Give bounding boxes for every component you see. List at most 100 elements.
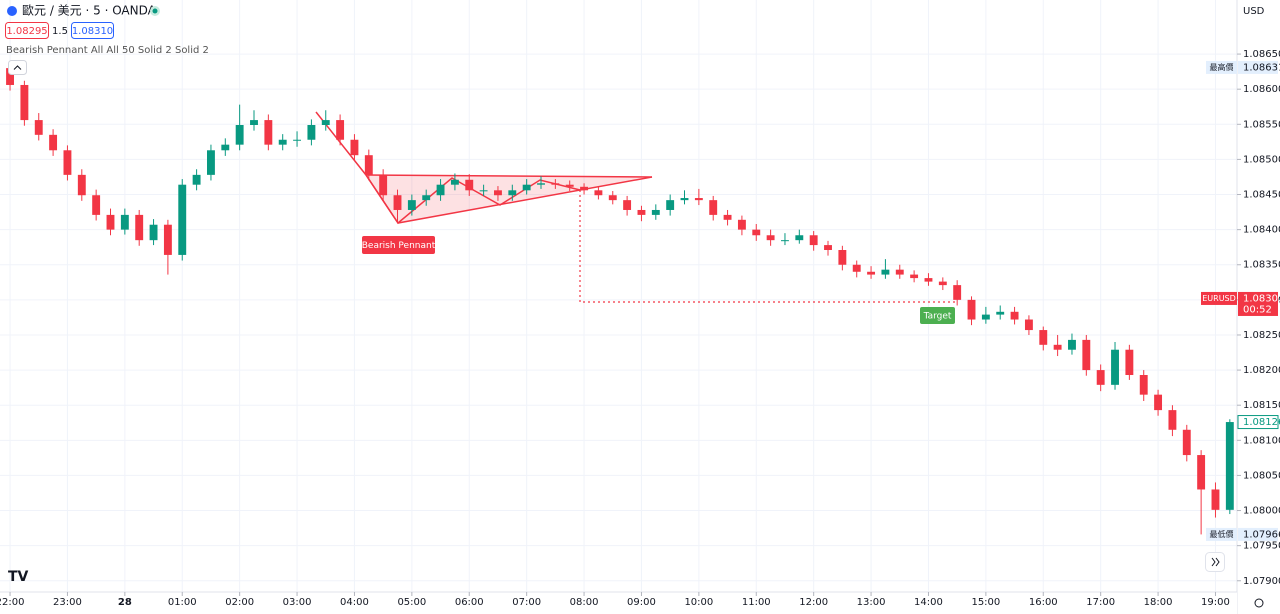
x-tick-label: 17:00 <box>1086 597 1115 608</box>
x-tick-label: 09:00 <box>627 597 656 608</box>
candle-body <box>207 150 215 175</box>
candle-body <box>580 186 589 191</box>
candle-body <box>1154 394 1163 411</box>
candle-body <box>1010 311 1019 320</box>
y-tick-label: 1.08200 <box>1243 365 1280 376</box>
price-label: 1.08126 <box>1243 417 1280 428</box>
candle-body <box>393 195 402 210</box>
y-tick-label: 1.07900 <box>1243 576 1280 587</box>
candle-body <box>235 125 244 145</box>
candle-body <box>264 120 273 145</box>
candle-body <box>422 195 431 201</box>
market-status-dot <box>152 8 158 14</box>
candle-body <box>192 174 201 185</box>
candle-body <box>565 184 574 187</box>
candle-body <box>120 214 129 230</box>
candle-body <box>651 209 660 215</box>
settings-icon[interactable] <box>1254 598 1264 608</box>
y-tick-label: 1.08350 <box>1243 260 1280 271</box>
x-tick-label: 03:00 <box>283 597 312 608</box>
candle-body <box>1197 455 1206 490</box>
candle-body <box>307 125 316 140</box>
candle-body <box>106 214 115 230</box>
candle-body <box>436 184 445 196</box>
y-tick-label: 1.08650 <box>1243 49 1280 60</box>
symbol-icon[interactable] <box>7 6 17 16</box>
collapse-icon <box>13 65 22 70</box>
candle-body <box>379 174 388 196</box>
x-tick-label: 10:00 <box>684 597 713 608</box>
candle-body <box>953 285 962 300</box>
candle-body <box>465 179 474 191</box>
currency[interactable]: USD <box>1243 6 1265 17</box>
candle-body <box>996 311 1005 315</box>
candle-body <box>852 264 861 272</box>
y-tick-label: 1.08400 <box>1243 225 1280 236</box>
candle-body <box>637 209 646 215</box>
candle-body <box>508 190 517 196</box>
candle-body <box>1182 429 1191 456</box>
candle-body <box>149 224 158 241</box>
candle-body <box>92 195 101 215</box>
spread: 1.5 <box>52 26 68 37</box>
candle-body <box>34 120 43 135</box>
y-tick-label: 1.08000 <box>1243 506 1280 517</box>
x-tick-label: 04:00 <box>340 597 369 608</box>
collapse-button[interactable] <box>8 60 27 75</box>
candle-body <box>895 269 904 275</box>
candle-body <box>1024 319 1033 331</box>
candle-body <box>1053 344 1062 350</box>
price-label-countdown: 00:52 <box>1243 304 1272 315</box>
bid[interactable]: 1.08295 <box>6 26 47 37</box>
candle-body <box>407 200 416 210</box>
candle-body <box>752 229 761 236</box>
symbol[interactable]: 歐元 / 美元 · 5 · OANDA <box>22 3 157 18</box>
buy-button[interactable] <box>71 22 114 39</box>
x-tick-label: 06:00 <box>455 597 484 608</box>
logo[interactable]: TV <box>8 569 29 585</box>
x-tick-label: 08:00 <box>570 597 599 608</box>
x-tick-label: 13:00 <box>857 597 886 608</box>
price-label-box <box>1238 60 1278 74</box>
x-tick-label: 12:00 <box>799 597 828 608</box>
candle-body <box>364 155 373 175</box>
candle-body <box>20 84 29 121</box>
scroll-icon <box>1215 557 1220 567</box>
candle-body <box>594 190 603 196</box>
candle-body <box>967 299 976 320</box>
y-tick-label: 1.08500 <box>1243 154 1280 165</box>
x-tick-label: 23:00 <box>53 597 82 608</box>
x-tick-label: 22:00 <box>0 597 24 608</box>
price-label-name: 最低價 <box>1210 529 1234 539</box>
scroll-icon <box>1211 557 1216 567</box>
candle-body <box>709 200 718 215</box>
indicator[interactable]: Bearish Pennant All All 50 Solid 2 Solid… <box>6 45 209 56</box>
price-label: 1.08302 <box>1243 293 1280 304</box>
x-tick-label: 15:00 <box>971 597 1000 608</box>
candle-body <box>781 240 789 242</box>
candle-body <box>824 245 832 251</box>
candle-body <box>623 200 632 210</box>
target-line <box>579 190 958 303</box>
pennant-upper <box>365 174 653 178</box>
axis-labels: 1.08650 1.08600 1.08550 1.08500 1.08450 1.084… <box>0 49 1280 608</box>
candle-body <box>551 183 560 185</box>
candle-body <box>838 250 847 265</box>
candle-body <box>1125 349 1134 376</box>
price-label-box <box>1238 527 1278 541</box>
candle-body <box>1168 410 1177 430</box>
candle-body <box>1211 489 1220 510</box>
ask[interactable]: 1.08310 <box>72 26 113 37</box>
x-tick-label: 18:00 <box>1144 597 1173 608</box>
time-axis <box>0 592 1237 614</box>
y-tick-label: 1.08050 <box>1243 470 1280 481</box>
price-label-name: 最高價 <box>1210 62 1234 72</box>
x-tick-label: 16:00 <box>1029 597 1058 608</box>
candle-body <box>278 139 287 145</box>
sell-button[interactable] <box>5 22 49 39</box>
price-label-box <box>1238 291 1278 316</box>
candle-body <box>910 274 919 279</box>
